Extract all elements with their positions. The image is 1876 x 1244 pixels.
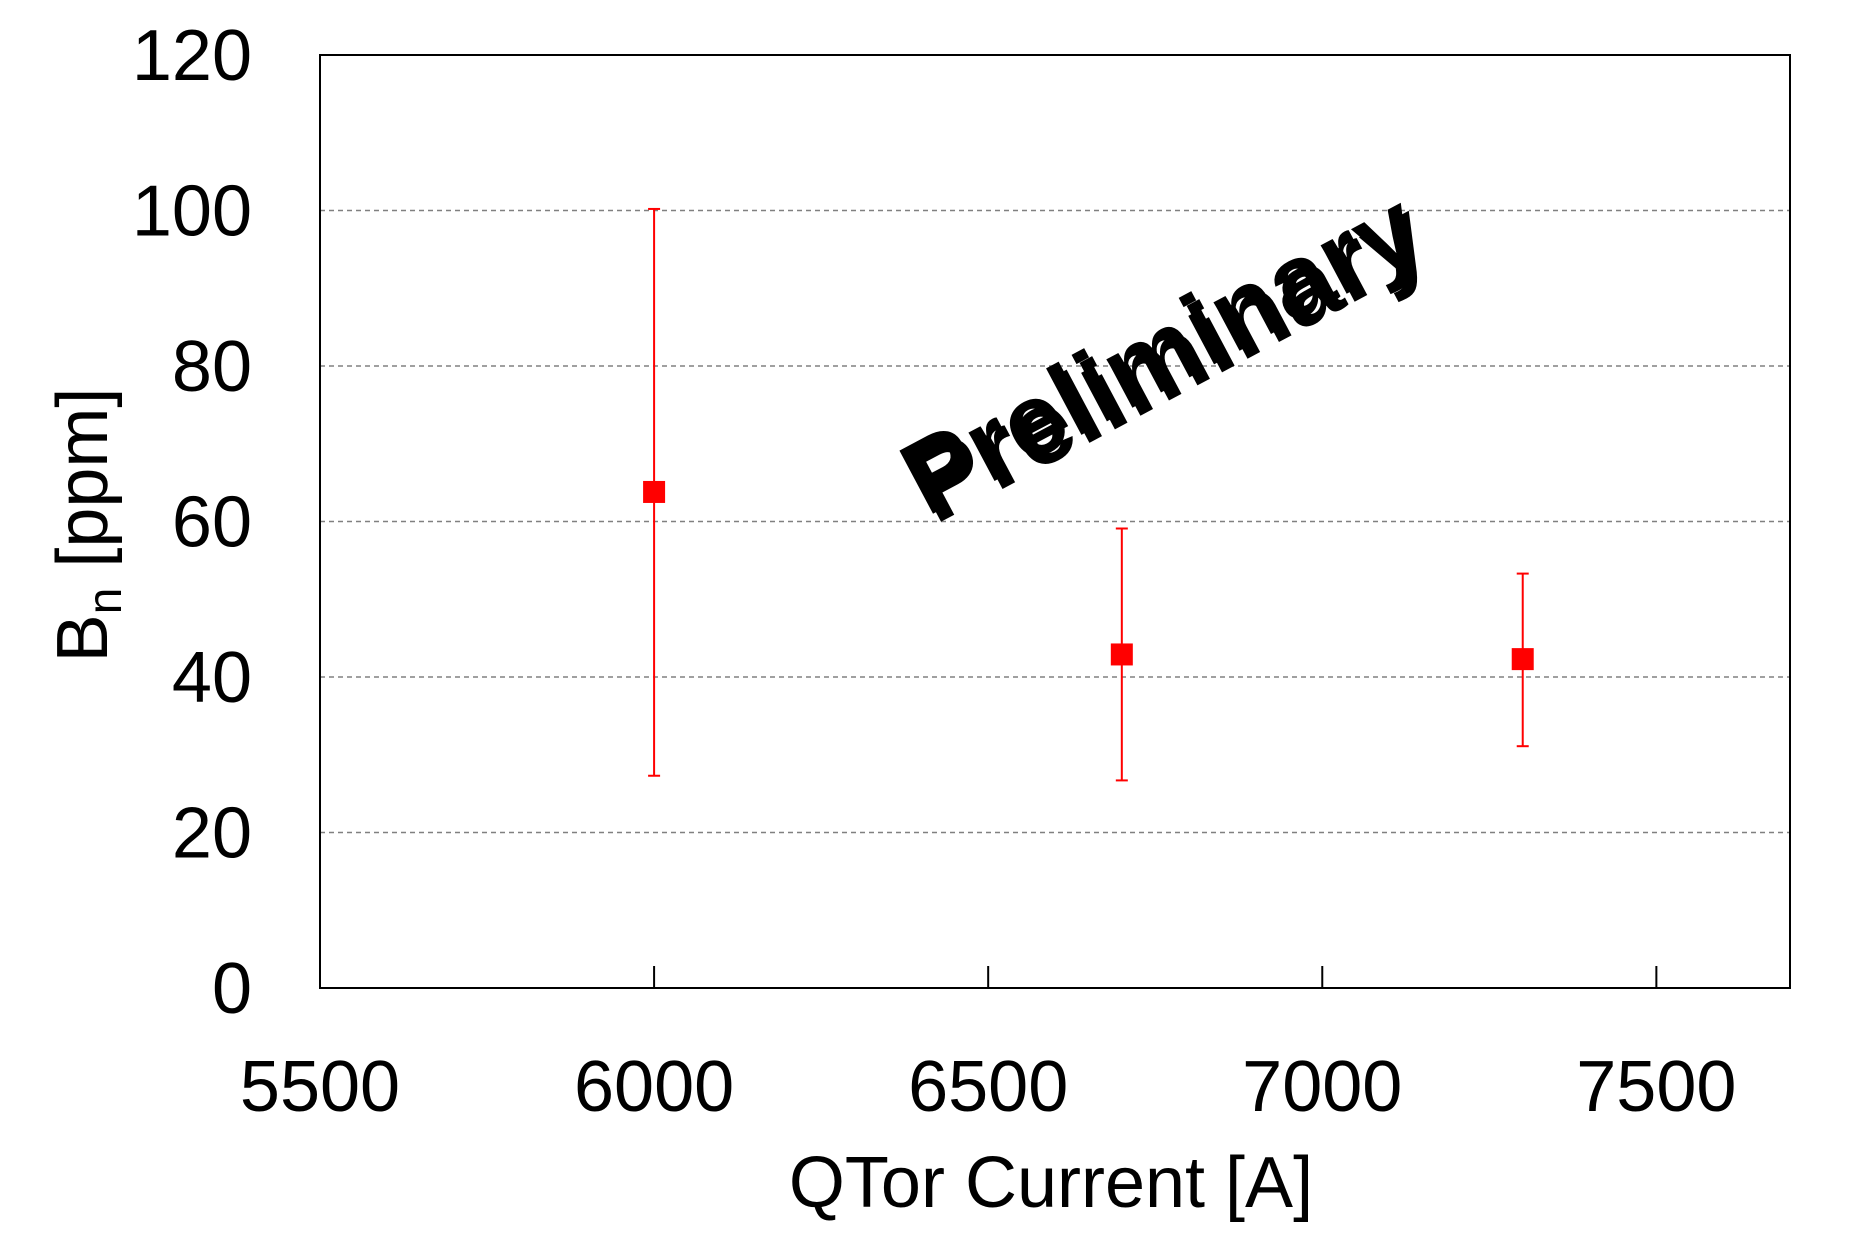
watermark-text: Preliminary (883, 169, 1438, 537)
y-axis-title: Bn [ppm] (43, 388, 132, 663)
y-tick-label-60: 60 (172, 483, 252, 563)
x-tick-label-7000: 7000 (1242, 1047, 1402, 1127)
y-axis-title-subscript: n (79, 588, 132, 615)
y-tick-label-120: 120 (132, 16, 252, 96)
x-axis-tick-labels: 5500 6000 6500 7000 7500 (240, 1047, 1737, 1127)
data-markers (643, 480, 1534, 671)
y-tick-label-40: 40 (172, 638, 252, 718)
y-tick-label-100: 100 (132, 172, 252, 252)
y-axis-tick-labels: 0 20 40 60 80 100 120 (132, 16, 252, 1029)
y-axis-title-unit: [ppm] (43, 388, 123, 588)
x-axis-ticks (319, 966, 1658, 988)
data-point-0-2 (1511, 648, 1534, 671)
y-tick-label-20: 20 (172, 794, 252, 874)
preliminary-watermark: Preliminary Preliminary (883, 169, 1446, 545)
x-tick-label-6000: 6000 (574, 1047, 734, 1127)
y-tick-label-80: 80 (172, 327, 252, 407)
y-axis-title-main: B (43, 614, 123, 662)
x-tick-label-7500: 7500 (1576, 1047, 1736, 1127)
x-axis-title: QTor Current [A] (789, 1143, 1313, 1223)
grid-lines (320, 209, 1790, 834)
data-point-0-0 (643, 480, 666, 503)
x-tick-label-6500: 6500 (908, 1047, 1068, 1127)
data-point-0-1 (1110, 643, 1133, 666)
y-tick-label-0: 0 (212, 949, 252, 1029)
plot-frame (319, 54, 1791, 989)
x-tick-label-5500: 5500 (240, 1047, 400, 1127)
